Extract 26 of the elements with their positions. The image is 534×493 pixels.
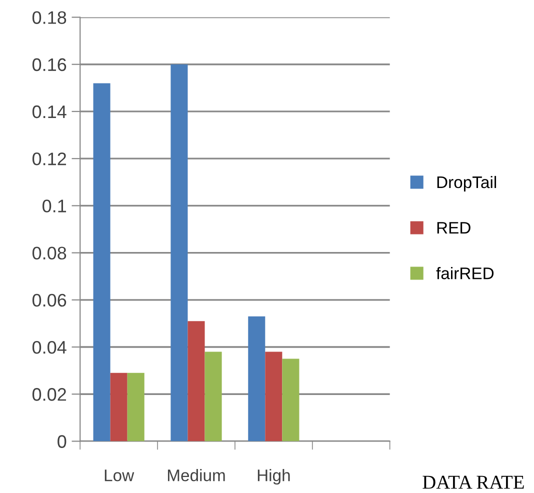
y-tick-label: 0.06 [32, 294, 66, 307]
legend-label: DropTail [437, 176, 496, 192]
bar [282, 358, 300, 442]
bar [204, 352, 222, 442]
x-tick-label: Low [104, 470, 134, 482]
legend-label: RED [437, 222, 470, 234]
y-tick-label: 0.12 [32, 152, 66, 166]
bar [170, 64, 188, 442]
bar [188, 321, 205, 442]
x-axis-title: DATA RATE [422, 476, 524, 489]
y-tick-label: 0.1 [42, 200, 66, 212]
bar [127, 372, 144, 442]
y-tick-label: 0.14 [32, 105, 66, 118]
y-tick-label: 0.18 [32, 11, 66, 24]
y-tick-label: 0.02 [32, 388, 66, 401]
bar [265, 352, 282, 442]
y-tick-label: 0 [58, 435, 66, 448]
y-tick-label: 0.08 [32, 246, 66, 260]
bar [93, 83, 110, 442]
bar [110, 372, 128, 442]
x-tick-label: High [258, 469, 290, 485]
y-tick-label: 0.16 [32, 58, 66, 72]
legend-label: fairRED [436, 267, 494, 280]
x-tick-label: Medium [168, 469, 225, 482]
bar [248, 316, 266, 442]
y-tick-label: 0.04 [32, 340, 66, 354]
